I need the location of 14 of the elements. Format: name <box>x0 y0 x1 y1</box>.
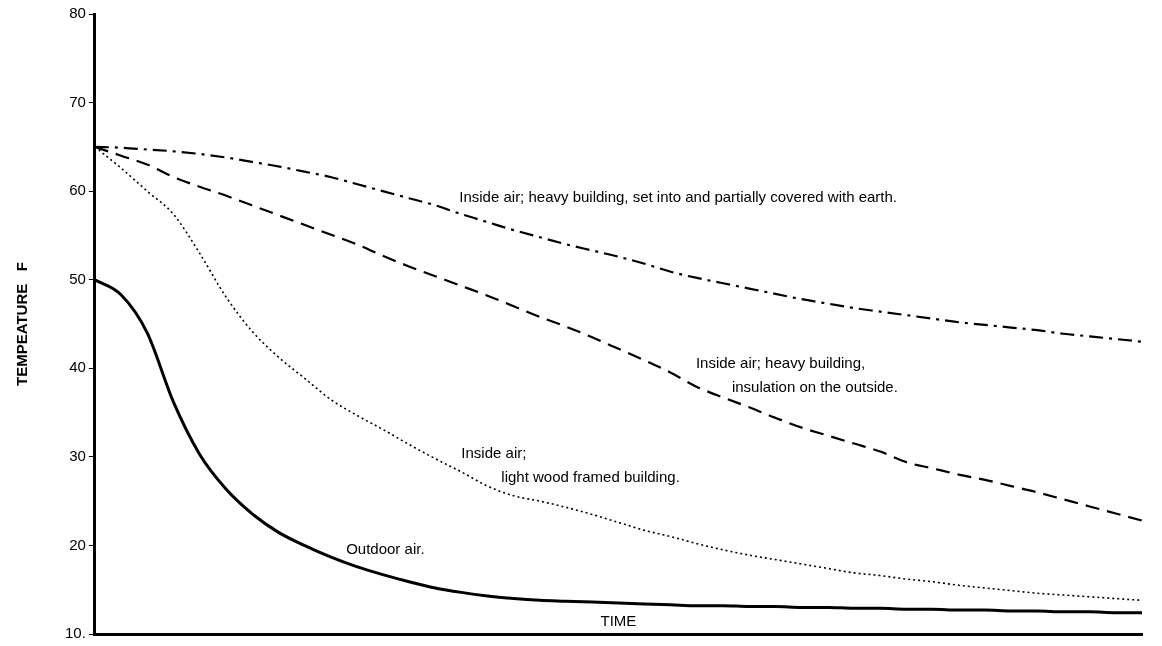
y-tick-label: 20 <box>69 535 86 553</box>
y-tick-label: 80 <box>69 4 86 22</box>
x-axis-title: TIME <box>600 612 637 630</box>
series-label: Inside air; heavy building, insulation on the outside. <box>695 354 898 396</box>
y-tick-label: 50 <box>69 269 86 287</box>
y-axis-title: TEMPEATURE F <box>13 262 31 386</box>
y-tick-label: 30 <box>69 447 86 464</box>
series-label: Inside air; light wood framed building. <box>461 443 680 485</box>
y-tick-label: 60 <box>69 181 86 199</box>
y-tick-label: 70 <box>69 92 86 110</box>
series-label: Inside air; heavy building, set into and partially covered with earth. <box>459 187 898 205</box>
y-tick-label: 40 <box>69 358 86 376</box>
y-tick-label: 10. <box>64 624 86 642</box>
series-label: Outdoor air. <box>346 540 425 558</box>
